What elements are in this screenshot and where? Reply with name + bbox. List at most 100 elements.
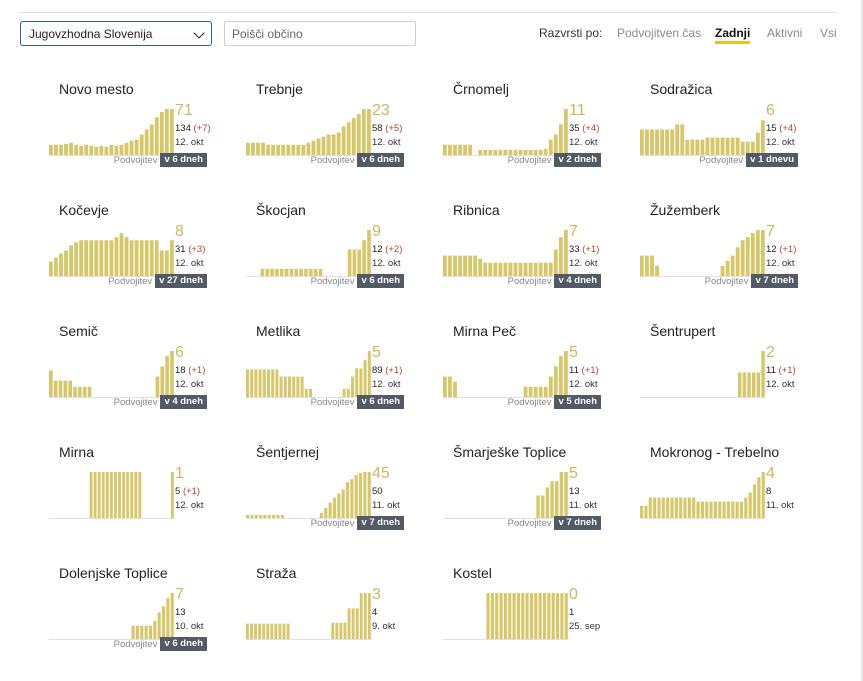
active-count-delta: (+5) <box>385 123 403 134</box>
chart-bar <box>69 245 73 276</box>
last-update-date: 12. okt <box>569 258 598 269</box>
municipality-card[interactable]: Kočevje 8 31 (+3) 12. okt Podvojitev v 27 dne… <box>41 202 221 312</box>
sort-option-all[interactable]: Vsi <box>820 26 837 40</box>
chart-bar <box>138 472 142 518</box>
doubling-label: Podvojitev <box>507 154 552 166</box>
municipality-card[interactable]: Mirna 1 5 (+1) 12. okt <box>41 444 221 554</box>
municipality-card[interactable]: Šentrupert 2 11 (+1) 12. okt <box>632 323 812 433</box>
chart-bar <box>443 144 447 155</box>
chart-bar <box>644 505 648 518</box>
municipality-card[interactable]: Dolenjske Toplice 7 13 10. okt Podvojitev v … <box>41 565 221 675</box>
chart-bar <box>286 144 291 155</box>
municipality-name: Šentrupert <box>650 323 716 339</box>
chart-bar <box>275 369 279 397</box>
chart-bar <box>251 142 255 155</box>
scrollbar[interactable] <box>861 0 863 681</box>
chart-bar <box>739 501 744 518</box>
chart-bar <box>655 129 659 155</box>
chart-bar <box>350 479 354 518</box>
chart-bar <box>154 117 159 155</box>
active-count-value: 15 <box>766 123 777 134</box>
sort-option-doubling-time[interactable]: Podvojitven čas <box>617 26 702 40</box>
chart-bar <box>119 144 124 155</box>
sort-option-latest[interactable]: Zadnji <box>715 26 751 44</box>
chart-bar <box>134 139 139 155</box>
chart-bar <box>140 625 144 639</box>
chart-bar <box>735 247 740 276</box>
chart-bar <box>267 514 271 518</box>
chart-bar <box>513 149 518 155</box>
municipality-card[interactable]: Sodražica 6 15 (+4) 12. okt Podvojitev v 1 dn… <box>632 81 812 191</box>
chart-bar <box>87 386 92 397</box>
chart-bar <box>266 623 270 639</box>
sort-option-active[interactable]: Aktivni <box>767 26 803 40</box>
doubling-footer: Podvojitev v 4 dneh <box>508 274 601 288</box>
active-count: 4 <box>372 607 377 618</box>
chart-bar <box>755 132 760 155</box>
municipality-name: Škocjan <box>256 202 306 218</box>
chart-bar <box>281 144 286 155</box>
chart-bar <box>154 240 159 276</box>
municipality-card[interactable]: Semič 6 18 (+1) 12. okt Podvojitev v 4 dneh <box>41 323 221 433</box>
active-count: 35 (+4) <box>569 123 599 134</box>
chart-bar <box>54 257 58 276</box>
chart-bar <box>355 368 359 397</box>
chart-bar <box>538 262 543 276</box>
chart-bar <box>157 612 161 639</box>
municipality-card[interactable]: Ribnica 7 33 (+1) 12. okt Podvojitev v 4 dneh <box>435 202 615 312</box>
chart-bar <box>63 380 68 397</box>
municipality-card[interactable]: Žužemberk 7 12 (+1) 12. okt Podvojitev v 7 dn… <box>632 202 812 312</box>
chart-bar <box>64 250 68 276</box>
chart-bar <box>337 493 341 518</box>
chart-bar <box>512 593 516 639</box>
chart-bar <box>362 240 366 276</box>
chart-bar <box>755 230 760 276</box>
last-update-date: 25. sep <box>569 621 601 632</box>
chart-bar <box>318 268 323 276</box>
latest-cases-value: 7 <box>766 223 775 240</box>
latest-cases-value: 8 <box>175 223 184 240</box>
municipality-card[interactable]: Mirna Peč 5 11 (+1) 12. okt Podvojitev v 5 dn… <box>435 323 615 433</box>
chart-bar <box>361 109 366 155</box>
chart-bar <box>272 514 276 518</box>
doubling-footer: Podvojitev v 2 dneh <box>508 153 601 167</box>
region-select[interactable]: Jugovzhodna Slovenija <box>20 21 212 46</box>
municipality-card[interactable]: Šmarješke Toplice 5 13 11. okt Podvojitev v … <box>435 444 615 554</box>
municipality-card[interactable]: Kostel 0 1 25. sep <box>435 565 615 675</box>
municipality-card[interactable]: Škocjan 9 12 (+2) 12. okt Podvojitev v 6 dneh <box>238 202 418 312</box>
chart-bar <box>105 472 109 518</box>
chart-bar <box>258 623 262 639</box>
chart-bar <box>653 497 657 518</box>
chart-bar <box>270 268 274 276</box>
search-input[interactable] <box>224 21 416 46</box>
municipality-card[interactable]: Črnomelj 11 35 (+4) 12. okt Podvojitev v 2 dn… <box>435 81 615 191</box>
municipality-card[interactable]: Šentjernej 45 50 11. okt Podvojitev v 7 dneh <box>238 444 418 554</box>
last-update-date: 11. okt <box>569 500 597 511</box>
chart-bar <box>271 369 275 397</box>
chart-bar <box>304 388 308 397</box>
chart-bar <box>650 255 654 276</box>
municipality-card[interactable]: Novo mesto 71 134 (+7) 12. okt Podvojitev v 6… <box>41 81 221 191</box>
active-count: 5 (+1) <box>175 486 200 497</box>
chart-bar <box>286 623 290 639</box>
chart-bar <box>164 250 169 276</box>
active-count: 12 (+1) <box>766 244 796 255</box>
municipality-name: Mirna Peč <box>453 323 517 339</box>
municipality-card[interactable]: Straža 3 4 9. okt <box>238 565 418 675</box>
municipality-name: Šentjernej <box>256 444 320 460</box>
chart-bar <box>523 386 528 397</box>
chart-bar <box>700 139 705 155</box>
municipality-card[interactable]: Mokronog - Trebelno 4 8 11. okt <box>632 444 812 554</box>
active-count-value: 12 <box>766 244 777 255</box>
chart-bar <box>68 380 73 397</box>
doubling-label: Podvojitev <box>507 517 552 529</box>
chart-bar <box>367 351 371 397</box>
chart-bar <box>473 255 478 276</box>
chart-bar <box>299 268 303 276</box>
chart-bar <box>696 501 700 518</box>
municipality-card[interactable]: Metlika 5 89 (+1) 12. okt Podvojitev v 6 dneh <box>238 323 418 433</box>
chart-bar <box>134 472 138 518</box>
chart-bar <box>139 134 144 155</box>
municipality-card[interactable]: Trebnje 23 58 (+5) 12. okt Podvojitev v 6 dne… <box>238 81 418 191</box>
chart-bar <box>750 141 755 155</box>
